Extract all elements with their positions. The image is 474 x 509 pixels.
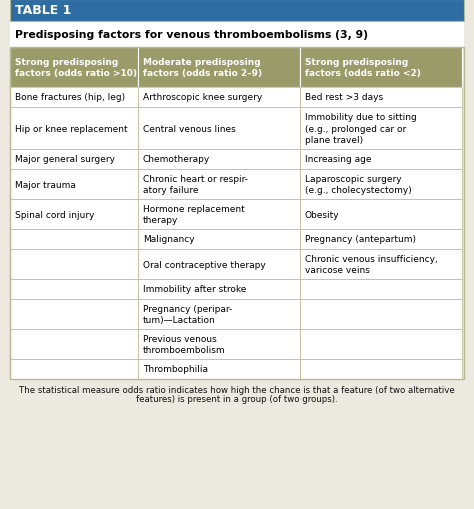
Text: Bed rest >3 days: Bed rest >3 days xyxy=(305,93,383,102)
Bar xyxy=(300,279,462,299)
Bar xyxy=(138,169,300,200)
Bar xyxy=(10,279,138,299)
Bar xyxy=(10,108,138,150)
Text: Bone fractures (hip, leg): Bone fractures (hip, leg) xyxy=(15,93,125,102)
Bar xyxy=(10,329,138,359)
Text: Predisposing factors for venous thromboembolisms (3, 9): Predisposing factors for venous thromboe… xyxy=(15,30,368,40)
Bar xyxy=(138,299,300,329)
Bar xyxy=(138,329,300,359)
Bar xyxy=(300,230,462,249)
Text: Major general surgery: Major general surgery xyxy=(15,155,115,164)
Text: features) is present in a group (of two groups).: features) is present in a group (of two … xyxy=(136,394,338,403)
Text: Central venous lines: Central venous lines xyxy=(143,124,236,133)
Bar xyxy=(138,48,300,88)
Bar xyxy=(138,359,300,379)
Bar xyxy=(10,0,464,22)
Text: Major trauma: Major trauma xyxy=(15,180,76,189)
Bar xyxy=(138,150,300,169)
Bar xyxy=(138,200,300,230)
Text: Increasing age: Increasing age xyxy=(305,155,372,164)
Bar xyxy=(300,88,462,108)
Text: TABLE 1: TABLE 1 xyxy=(15,5,72,17)
Bar xyxy=(300,150,462,169)
Bar xyxy=(10,359,138,379)
Bar xyxy=(138,88,300,108)
Bar xyxy=(300,359,462,379)
Bar xyxy=(10,0,464,22)
Text: Chronic heart or respir-
atory failure: Chronic heart or respir- atory failure xyxy=(143,175,248,194)
Bar xyxy=(10,169,138,200)
Bar xyxy=(300,329,462,359)
Bar xyxy=(138,249,300,279)
Text: Arthroscopic knee surgery: Arthroscopic knee surgery xyxy=(143,93,262,102)
Bar xyxy=(138,230,300,249)
Text: Pregnancy (antepartum): Pregnancy (antepartum) xyxy=(305,235,416,244)
Bar xyxy=(10,150,138,169)
Bar xyxy=(10,299,138,329)
Bar xyxy=(10,200,138,230)
Bar xyxy=(10,22,464,48)
Text: Pregnancy (peripar-
tum)—Lactation: Pregnancy (peripar- tum)—Lactation xyxy=(143,304,232,324)
Text: Chemotherapy: Chemotherapy xyxy=(143,155,210,164)
Bar xyxy=(10,48,464,379)
Text: Moderate predisposing
factors (odds ratio 2–9): Moderate predisposing factors (odds rati… xyxy=(143,58,262,78)
Text: Obesity: Obesity xyxy=(305,210,340,219)
Text: Oral contraceptive therapy: Oral contraceptive therapy xyxy=(143,260,266,269)
Bar xyxy=(300,169,462,200)
Text: Strong predisposing
factors (odds ratio <2): Strong predisposing factors (odds ratio … xyxy=(305,58,421,78)
Text: Malignancy: Malignancy xyxy=(143,235,195,244)
Text: Laparoscopic surgery
(e.g., cholecystectomy): Laparoscopic surgery (e.g., cholecystect… xyxy=(305,175,412,194)
Bar xyxy=(300,200,462,230)
Bar xyxy=(138,108,300,150)
Bar xyxy=(10,249,138,279)
Text: Hip or knee replacement: Hip or knee replacement xyxy=(15,124,128,133)
Text: Immobility due to sitting
(e.g., prolonged car or
plane travel): Immobility due to sitting (e.g., prolong… xyxy=(305,113,417,145)
Text: Previous venous
thromboembolism: Previous venous thromboembolism xyxy=(143,334,226,354)
Bar xyxy=(300,299,462,329)
Bar xyxy=(10,48,138,88)
Text: Thrombophilia: Thrombophilia xyxy=(143,365,208,374)
Text: Hormone replacement
therapy: Hormone replacement therapy xyxy=(143,205,245,224)
Bar xyxy=(10,230,138,249)
Text: Chronic venous insufficiency,
varicose veins: Chronic venous insufficiency, varicose v… xyxy=(305,254,438,274)
Text: Immobility after stroke: Immobility after stroke xyxy=(143,285,246,294)
Text: Strong predisposing
factors (odds ratio >10): Strong predisposing factors (odds ratio … xyxy=(15,58,137,78)
Bar xyxy=(300,48,462,88)
Text: Spinal cord injury: Spinal cord injury xyxy=(15,210,94,219)
Bar xyxy=(138,279,300,299)
Bar xyxy=(300,249,462,279)
Bar xyxy=(300,108,462,150)
Bar xyxy=(10,88,138,108)
Text: The statistical measure odds ratio indicates how high the chance is that a featu: The statistical measure odds ratio indic… xyxy=(19,385,455,394)
